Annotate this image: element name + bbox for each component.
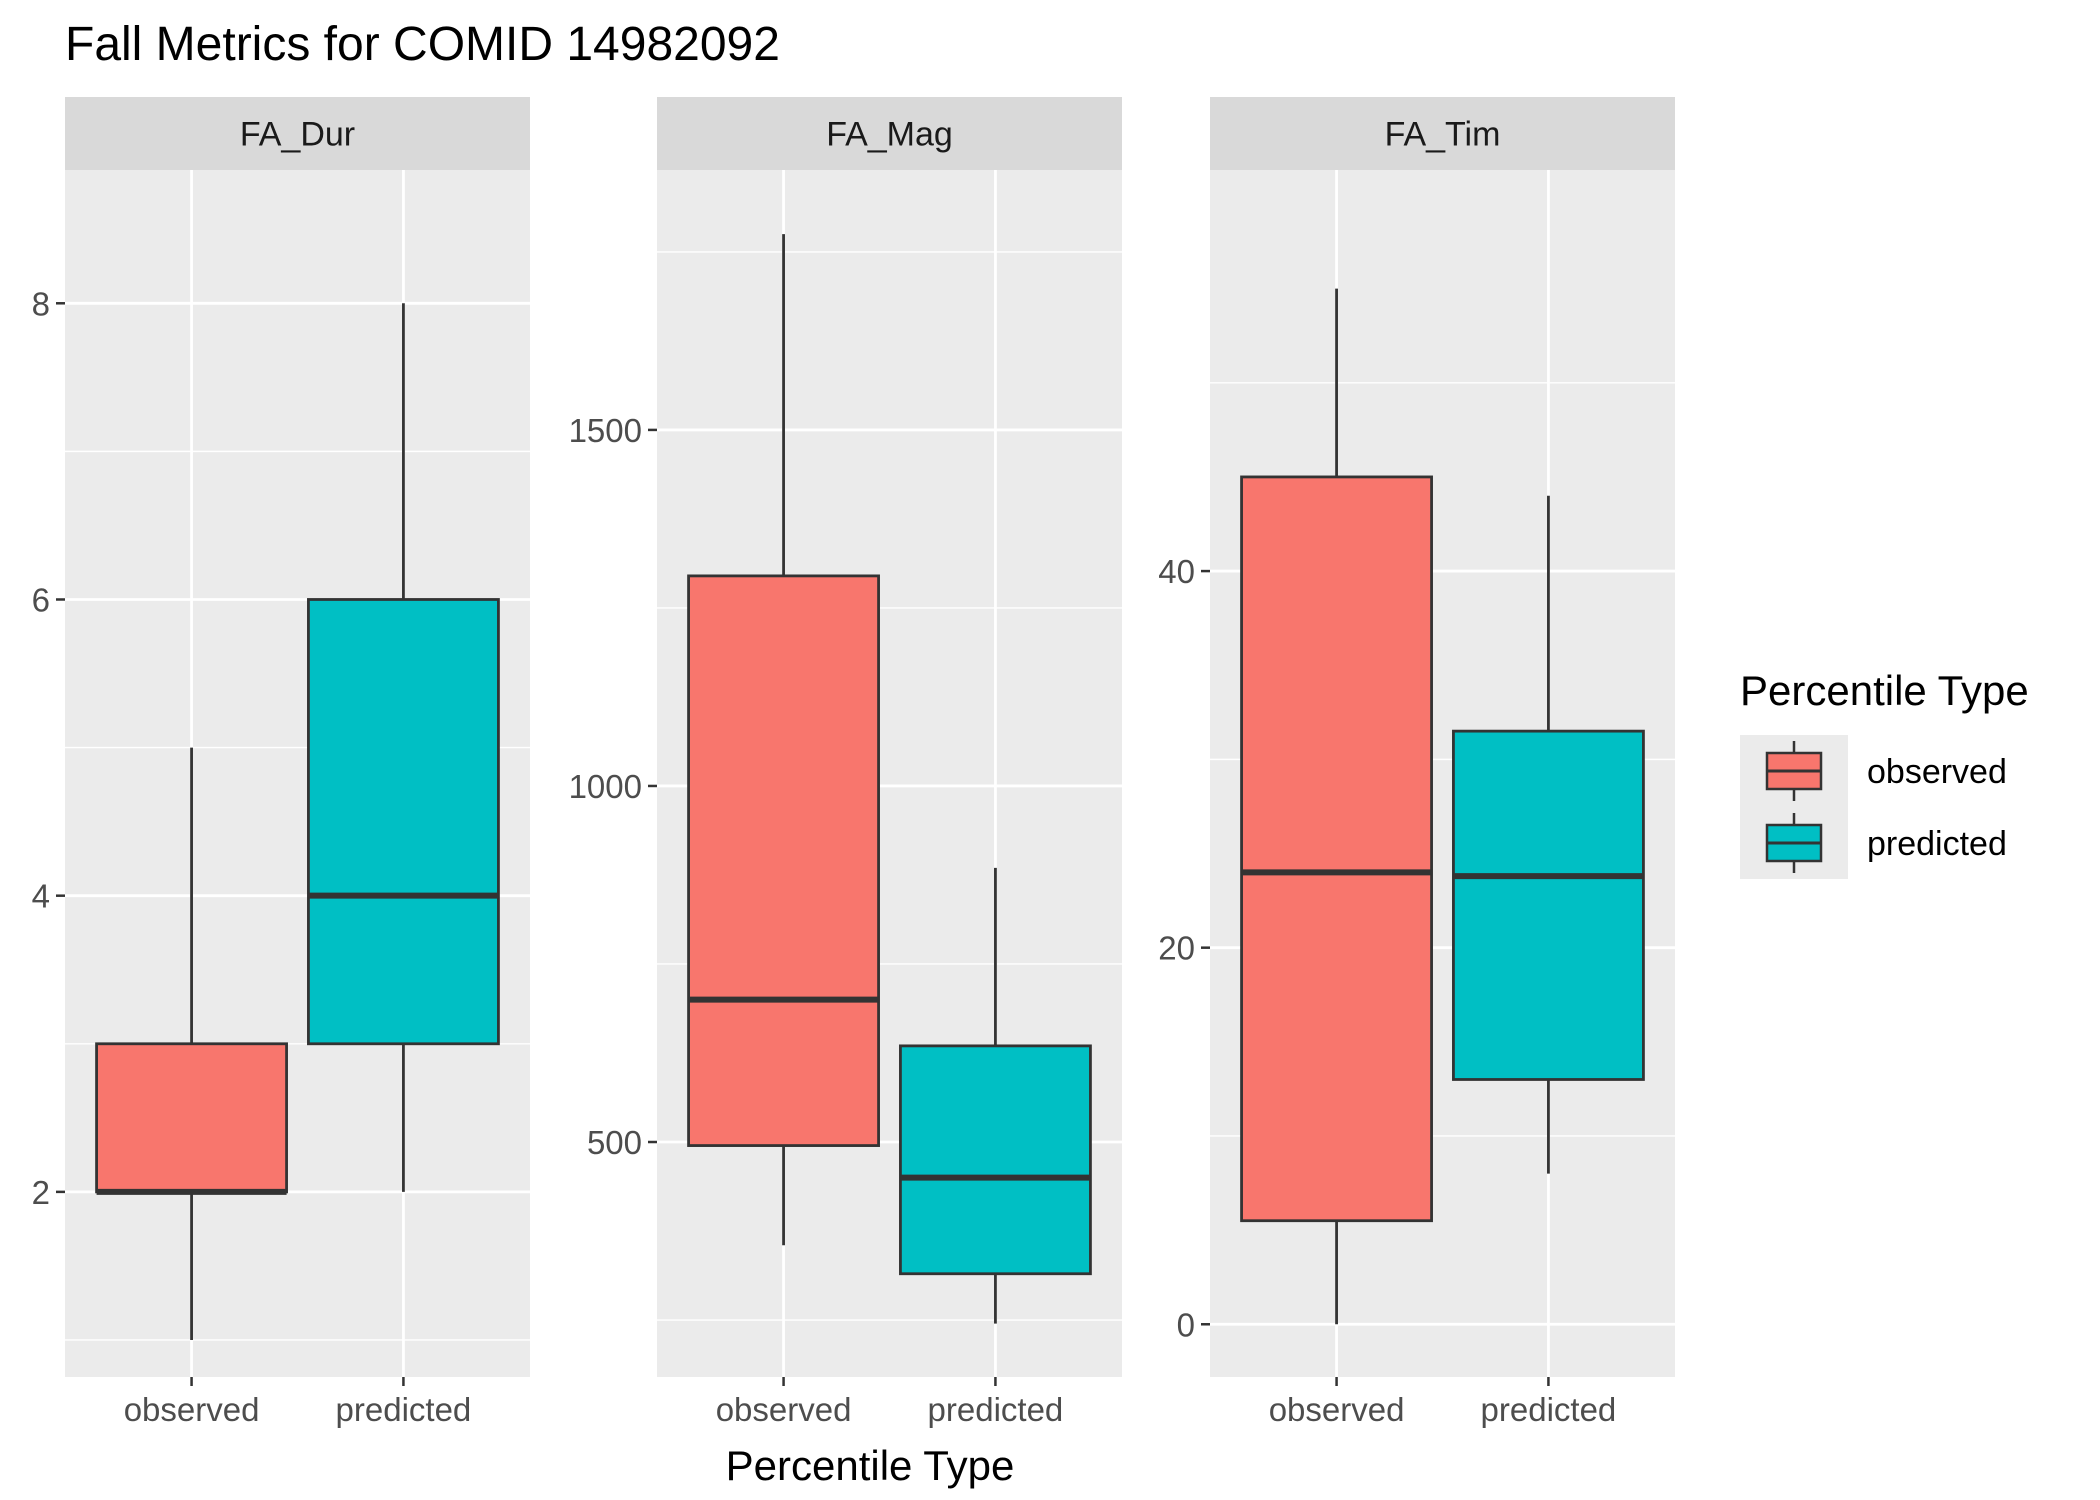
legend-item-observed: observed (1765, 741, 2007, 801)
facet-panel-fa_dur: FA_Dur 2 4 6 8 observed predicted (32, 97, 530, 1428)
y-tick-label: 1500 (569, 412, 642, 449)
y-tick-label: 0 (1177, 1306, 1195, 1343)
x-tick-label: observed (1269, 1391, 1405, 1428)
facet-panels: FA_Dur 2 4 6 8 observed predicted FA_Mag 500 1000… (32, 97, 1675, 1428)
box-predicted (899, 867, 1092, 1324)
y-tick-label: 40 (1158, 553, 1195, 590)
x-tick-label: observed (716, 1391, 852, 1428)
facet-panel-fa_tim: FA_Tim 0 20 40 observed predicted (1158, 97, 1675, 1428)
box-observed (687, 234, 880, 1246)
box-observed (95, 747, 288, 1340)
chart-title: Fall Metrics for COMID 14982092 (65, 18, 780, 71)
x-tick-label: observed (124, 1391, 260, 1428)
box-body (899, 1044, 1092, 1276)
box-predicted (1452, 495, 1645, 1174)
x-tick-label: predicted (336, 1391, 472, 1428)
y-tick-label: 20 (1158, 930, 1195, 967)
y-tick-label: 4 (32, 878, 50, 915)
facet-strip (657, 97, 1122, 170)
facet-strip-label: FA_Mag (826, 116, 953, 154)
x-tick-label: predicted (1481, 1391, 1617, 1428)
legend-keys: observed predicted (1765, 741, 2007, 873)
facet-strip-label: FA_Dur (240, 116, 355, 154)
y-tick-label: 2 (32, 1174, 50, 1211)
box-predicted (307, 303, 500, 1192)
facet-strip (65, 97, 530, 170)
legend-item-predicted: predicted (1765, 813, 2007, 873)
box-body (1452, 729, 1645, 1081)
legend-label: observed (1867, 753, 2007, 791)
y-tick-label: 8 (32, 285, 50, 322)
y-tick-label: 1000 (569, 768, 642, 805)
facet-strip-label: FA_Tim (1385, 116, 1501, 154)
box-body (307, 598, 500, 1046)
y-tick-label: 500 (587, 1124, 642, 1161)
box-body (95, 1042, 288, 1194)
facet-strip (1210, 97, 1675, 170)
y-tick-label: 6 (32, 581, 50, 618)
box-observed (1240, 288, 1433, 1325)
legend-title: Percentile Type (1740, 667, 2029, 714)
legend-label: predicted (1867, 825, 2007, 863)
x-tick-label: predicted (928, 1391, 1064, 1428)
facet-panel-fa_mag: FA_Mag 500 1000 1500 observed predicted (569, 97, 1122, 1428)
box-body (687, 574, 880, 1147)
legend: Percentile Type observed predicted (1740, 667, 2029, 879)
x-axis-title: Percentile Type (726, 1442, 1015, 1489)
box-body (1240, 475, 1433, 1223)
